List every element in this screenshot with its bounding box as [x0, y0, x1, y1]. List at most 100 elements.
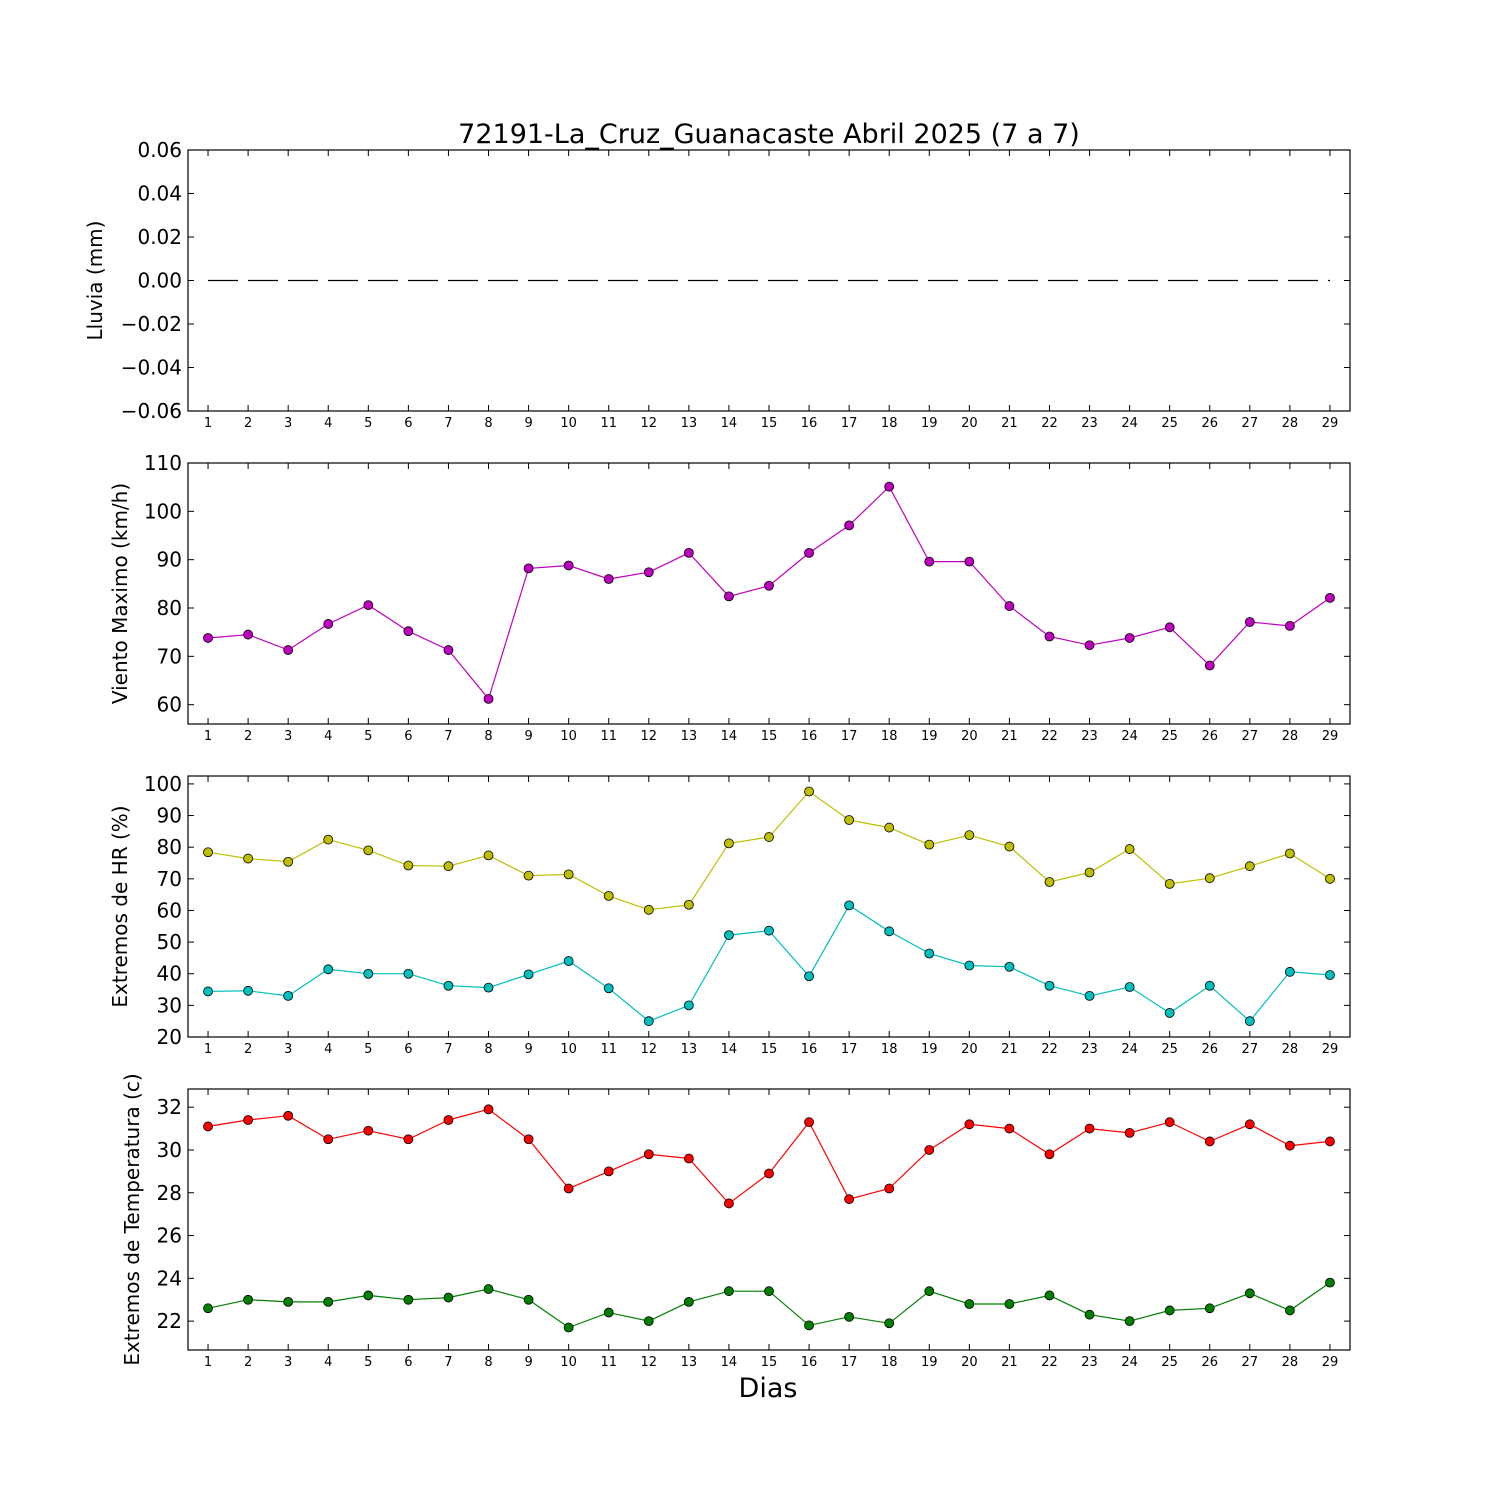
y-tick-label: −0.04: [121, 356, 182, 380]
data-point: [643, 1149, 654, 1160]
y-tick-label: 100: [144, 499, 182, 523]
data-point: [203, 1121, 213, 1132]
x-tick-label: 14: [721, 1042, 738, 1057]
data-point: [1004, 1299, 1015, 1309]
x-tick-label: 1: [204, 1355, 212, 1370]
data-point: [724, 1286, 734, 1297]
x-tick-label: 10: [560, 1355, 577, 1370]
data-point: [363, 845, 374, 856]
x-tick-label: 13: [681, 1042, 698, 1057]
data-point: [323, 834, 334, 845]
data-point: [1044, 1290, 1055, 1301]
data-point: [764, 1168, 774, 1179]
y-tick-label: 40: [157, 962, 182, 986]
data-point: [603, 983, 614, 994]
data-point: [884, 1183, 895, 1194]
data-point: [1284, 1140, 1295, 1151]
x-tick-label: 12: [641, 1042, 658, 1057]
x-tick-label: 22: [1041, 416, 1058, 431]
x-tick-label: 11: [600, 1355, 617, 1370]
data-point: [764, 832, 774, 842]
data-point: [523, 870, 534, 881]
data-point: [1044, 631, 1055, 642]
data-point: [1244, 861, 1255, 872]
x-tick-label: 5: [364, 729, 372, 744]
x-tick-label: 8: [484, 416, 492, 431]
x-tick-label: 26: [1201, 1355, 1218, 1370]
x-tick-label: 21: [1001, 1042, 1018, 1057]
x-tick-label: 15: [761, 729, 778, 744]
x-tick-label: 18: [881, 1042, 898, 1057]
data-point: [1284, 966, 1295, 977]
y-tick-label: 24: [157, 1266, 182, 1290]
x-tick-label: 24: [1121, 1355, 1138, 1370]
data-point: [283, 1110, 294, 1121]
data-point: [1084, 1309, 1095, 1320]
data-point: [1204, 660, 1215, 671]
data-point: [1204, 1136, 1215, 1147]
x-tick-label: 14: [721, 1355, 738, 1370]
x-tick-label: 9: [524, 1042, 532, 1057]
x-tick-label: 9: [524, 1355, 532, 1370]
data-point: [1325, 1277, 1335, 1288]
plot-frame: [187, 462, 1351, 725]
x-tick-label: 13: [681, 1355, 698, 1370]
y-tick-label: −0.02: [121, 312, 182, 336]
y-tick-label: 0.04: [137, 182, 182, 206]
data-point: [523, 969, 534, 980]
x-tick-label: 29: [1322, 416, 1339, 431]
data-point: [1004, 1123, 1015, 1134]
y-tick-label: 0.02: [137, 225, 182, 249]
data-point: [203, 986, 213, 997]
panel-1: −0.06−0.04−0.020.000.020.040.061 2 3 4 5 6 7 8 9…: [83, 138, 1351, 431]
data-point: [844, 520, 855, 531]
data-point: [683, 1153, 694, 1164]
data-point: [724, 591, 734, 602]
x-tick-label: 3: [284, 1355, 292, 1370]
data-point: [1244, 1119, 1255, 1130]
x-tick-label: 18: [881, 1355, 898, 1370]
data-point: [403, 968, 414, 979]
data-point: [1004, 841, 1015, 852]
data-point: [844, 1194, 855, 1205]
x-tick-label: 16: [801, 416, 818, 431]
data-point: [1164, 622, 1175, 633]
data-point: [523, 1294, 534, 1305]
x-tick-label: 28: [1282, 1042, 1299, 1057]
x-tick-label: 27: [1242, 729, 1259, 744]
data-point: [443, 861, 454, 872]
x-tick-label: 21: [1001, 416, 1018, 431]
x-tick-label: 7: [444, 1355, 452, 1370]
x-tick-label: 20: [961, 416, 978, 431]
data-point: [844, 815, 855, 825]
x-tick-label: 1: [204, 416, 212, 431]
x-tick-label: 15: [761, 1355, 778, 1370]
data-point: [603, 1166, 614, 1177]
x-tick-label: 19: [921, 416, 938, 431]
y-tick-label: 30: [157, 1138, 182, 1162]
data-point: [804, 971, 814, 982]
data-point: [363, 968, 374, 979]
x-tick-label: 17: [841, 1042, 858, 1057]
x-tick-label: 10: [560, 1042, 577, 1057]
data-point: [844, 1311, 855, 1322]
x-tick-label: 28: [1282, 729, 1299, 744]
x-tick-label: 27: [1242, 1355, 1259, 1370]
data-point: [283, 645, 294, 655]
x-tick-label: 16: [801, 1355, 818, 1370]
data-point: [283, 990, 294, 1001]
data-point: [563, 1322, 574, 1333]
data-point: [804, 548, 814, 558]
data-point: [964, 1119, 975, 1130]
data-point: [924, 1145, 935, 1155]
x-tick-label: 6: [404, 1355, 412, 1370]
x-tick-label: 2: [244, 416, 252, 431]
data-point: [203, 633, 213, 643]
data-point: [403, 860, 414, 871]
x-tick-label: 20: [961, 1355, 978, 1370]
data-point: [683, 548, 694, 558]
data-point: [804, 1117, 814, 1128]
